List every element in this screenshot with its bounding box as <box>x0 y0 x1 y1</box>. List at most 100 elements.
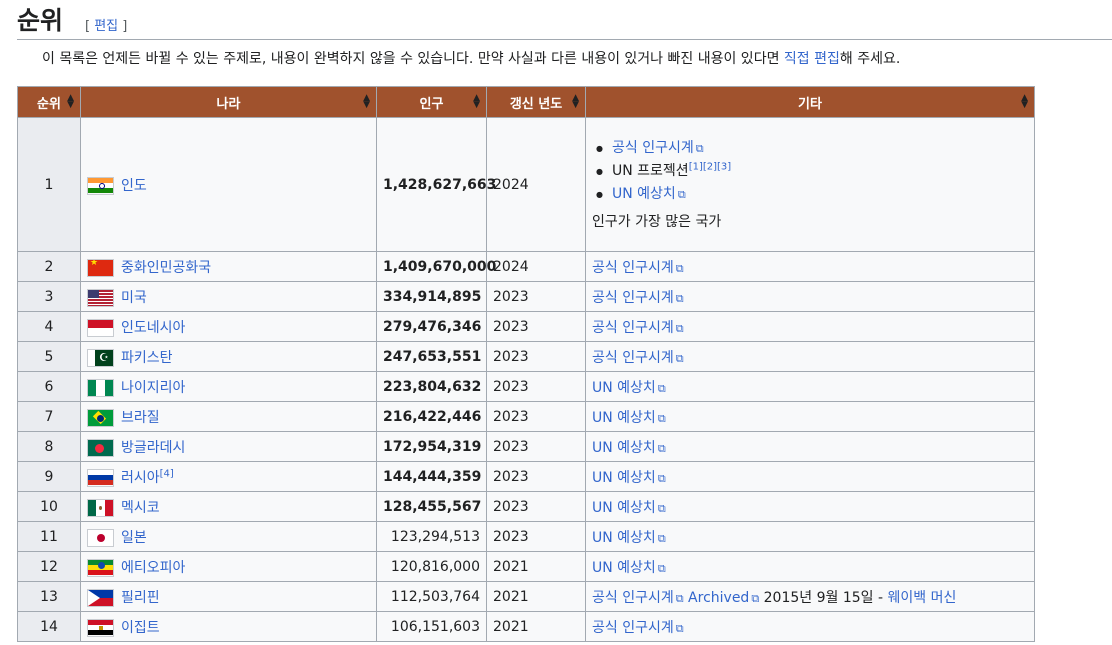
country-link[interactable]: 인도 <box>121 177 147 194</box>
population-cell: 216,422,446 <box>376 401 487 432</box>
sort-icon[interactable]: ▲ ▼ <box>572 93 579 110</box>
population-cell: 112,503,764 <box>376 581 487 612</box>
archived-date: 2015년 9월 15일 - <box>759 589 888 606</box>
country-link[interactable]: 중화인민공화국 <box>121 259 212 276</box>
edit-section-link-wrapper: [ 편집 ] <box>85 15 127 34</box>
ethiopia-flag-icon <box>87 558 114 577</box>
header-population[interactable]: 인구 ▲ ▼ <box>376 86 487 118</box>
population-table: 순위 ▲ ▼ 나라 ▲ ▼ 인구 ▲ ▼ 갱신 년도 ▲ ▼ 기타 ▲ ▼ 1 인도 1,428,627… <box>17 86 1035 642</box>
population-cell: 1,428,627,663 <box>376 117 496 252</box>
table-row: 12 에티오피아 120,816,000 2021 UN 예상치 ⧉ <box>17 551 1035 582</box>
sort-icon[interactable]: ▲ ▼ <box>1021 93 1028 110</box>
country-link[interactable]: 에티오피아 <box>121 559 186 576</box>
sort-icon[interactable]: ▲ ▼ <box>67 93 74 110</box>
rank-cell: 3 <box>17 281 81 312</box>
source-link[interactable]: 공식 인구시계 <box>592 289 674 306</box>
population-cell: 172,954,319 <box>376 431 487 462</box>
external-link-icon: ⧉ <box>675 591 684 605</box>
population-cell: 144,444,359 <box>376 461 487 492</box>
country-link[interactable]: 파키스탄 <box>121 349 173 366</box>
other-cell: UN 예상치 ⧉ <box>585 371 1035 402</box>
country-link[interactable]: 방글라데시 <box>121 439 186 456</box>
source-link[interactable]: UN 예상치 <box>592 439 656 456</box>
pakistan-flag-icon: ☪ <box>87 348 114 367</box>
header-year[interactable]: 갱신 년도 ▲ ▼ <box>486 86 586 118</box>
source-link[interactable]: UN 예상치 <box>592 559 656 576</box>
external-link-icon: ⧉ <box>675 621 684 635</box>
country-link[interactable]: 미국 <box>121 289 147 306</box>
table-row: 6 나이지리아 223,804,632 2023 UN 예상치 ⧉ <box>17 371 1035 402</box>
edit-bracket-close: ] <box>122 19 128 34</box>
header-rank[interactable]: 순위 ▲ ▼ <box>17 86 81 118</box>
notice-body: 이 목록은 언제든 바뀔 수 있는 주제로, 내용이 완벽하지 않을 수 있습니… <box>42 51 784 67</box>
direct-edit-link[interactable]: 직접 편집 <box>783 51 840 67</box>
country-link[interactable]: 인도네시아 <box>121 319 186 336</box>
other-cell: UN 예상치 ⧉ <box>585 431 1035 462</box>
source-link[interactable]: UN 예상치 <box>592 499 656 516</box>
country-link[interactable]: 필리핀 <box>121 589 160 606</box>
population-cell: 128,455,567 <box>376 491 487 522</box>
wayback-machine-link[interactable]: 웨이백 머신 <box>887 589 957 606</box>
country-link[interactable]: 브라질 <box>121 409 160 426</box>
rank-cell: 2 <box>17 251 81 282</box>
header-country[interactable]: 나라 ▲ ▼ <box>80 86 377 118</box>
header-other[interactable]: 기타 ▲ ▼ <box>585 86 1035 118</box>
most-populous-note: 인구가 가장 많은 국가 <box>592 214 722 230</box>
other-cell: UN 예상치 ⧉ <box>585 401 1035 432</box>
source-link[interactable]: 공식 인구시계 <box>592 619 674 636</box>
other-cell: UN 예상치 ⧉ <box>585 491 1035 522</box>
source-link[interactable]: 공식 인구시계 <box>592 589 674 606</box>
rank-cell: 6 <box>17 371 81 402</box>
un-estimate-link[interactable]: UN 예상치 <box>612 186 676 202</box>
country-cell: 인도 <box>80 117 377 252</box>
official-clock-link[interactable]: 공식 인구시계 <box>612 140 694 156</box>
country-link[interactable]: 멕시코 <box>121 499 160 516</box>
country-link[interactable]: 러시아 <box>121 469 160 486</box>
population-cell: 279,476,346 <box>376 311 487 342</box>
archived-link[interactable]: Archived <box>688 589 750 606</box>
country-cell: 인도네시아 <box>80 311 377 342</box>
external-link-icon: ⧉ <box>675 261 684 275</box>
year-cell: 2021 <box>486 581 586 612</box>
country-cell: 브라질 <box>80 401 377 432</box>
other-cell: UN 예상치 ⧉ <box>585 551 1035 582</box>
country-cell: ☪ 파키스탄 <box>80 341 377 372</box>
edit-bracket-open: [ <box>85 19 91 34</box>
sort-icon[interactable]: ▲ ▼ <box>363 93 370 110</box>
year-cell: 2024 <box>486 117 586 252</box>
source-link[interactable]: UN 예상치 <box>592 409 656 426</box>
other-cell: UN 예상치 ⧉ <box>585 461 1035 492</box>
rank-cell: 13 <box>17 581 81 612</box>
table-row: 14 이집트 106,151,603 2021 공식 인구시계 ⧉ <box>17 611 1035 642</box>
external-link-icon: ⧉ <box>657 441 666 455</box>
table-row: 9 러시아[4] 144,444,359 2023 UN 예상치 ⧉ <box>17 461 1035 492</box>
source-link[interactable]: UN 예상치 <box>592 529 656 546</box>
country-link[interactable]: 이집트 <box>121 619 160 636</box>
table-row: 3 미국 334,914,895 2023 공식 인구시계 ⧉ <box>17 281 1035 312</box>
other-cell: 공식 인구시계 ⧉ <box>585 611 1035 642</box>
population-cell: 106,151,603 <box>376 611 487 642</box>
table-row: 11 일본 123,294,513 2023 UN 예상치 ⧉ <box>17 521 1035 552</box>
source-link[interactable]: UN 예상치 <box>592 469 656 486</box>
sort-icon[interactable]: ▲ ▼ <box>473 93 480 110</box>
external-link-icon: ⧉ <box>657 381 666 395</box>
source-link[interactable]: 공식 인구시계 <box>592 259 674 276</box>
country-cell: 멕시코 <box>80 491 377 522</box>
other-cell: 공식 인구시계 ⧉ <box>585 341 1035 372</box>
country-link[interactable]: 일본 <box>121 529 147 546</box>
reference-links[interactable]: [1][2][3] <box>688 161 732 173</box>
other-cell: 공식 인구시계⧉UN 프로젝션[1][2][3]UN 예상치⧉인구가 가장 많은… <box>585 117 1035 252</box>
country-cell: 일본 <box>80 521 377 552</box>
source-link[interactable]: 공식 인구시계 <box>592 349 674 366</box>
source-link[interactable]: UN 예상치 <box>592 379 656 396</box>
country-link[interactable]: 나이지리아 <box>121 379 186 396</box>
rank-cell: 12 <box>17 551 81 582</box>
other-cell: 공식 인구시계 ⧉ <box>585 251 1035 282</box>
section-heading: 순위 [ 편집 ] <box>17 4 1112 40</box>
edit-section-link[interactable]: 편집 <box>94 19 119 34</box>
reference-link[interactable]: [4] <box>159 467 174 479</box>
table-row: 4 인도네시아 279,476,346 2023 공식 인구시계 ⧉ <box>17 311 1035 342</box>
source-link[interactable]: 공식 인구시계 <box>592 319 674 336</box>
brazil-flag-icon <box>87 408 114 427</box>
